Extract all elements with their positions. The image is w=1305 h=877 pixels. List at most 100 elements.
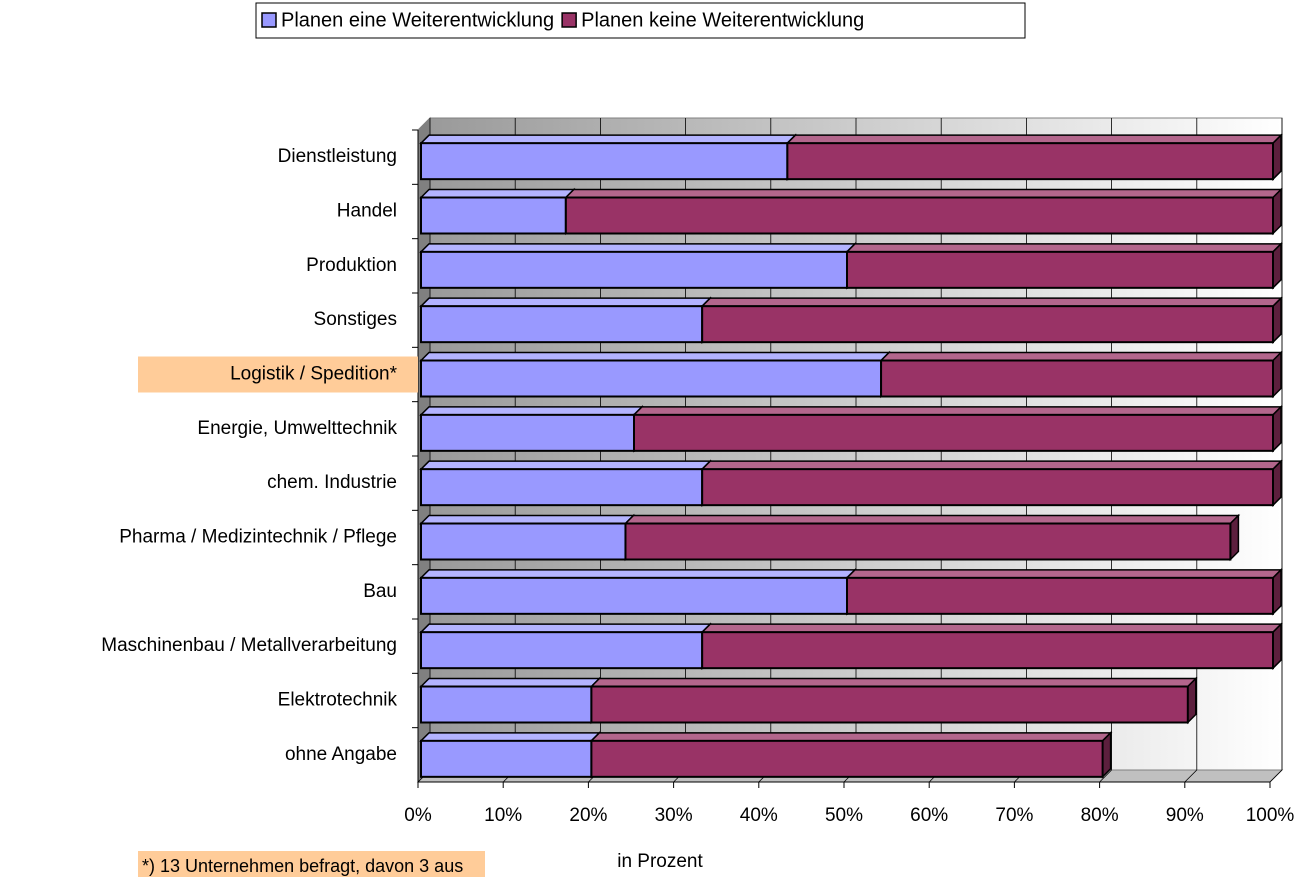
bar-front <box>701 631 1274 670</box>
bar-front <box>420 359 883 398</box>
bar-top <box>700 297 1283 307</box>
y-tick-label: chem. Industrie <box>267 472 397 493</box>
bar-front <box>420 305 704 344</box>
y-tick-label: Pharma / Medizintechnik / Pflege <box>119 527 397 548</box>
bar-top <box>700 460 1283 470</box>
x-tick-label: 0% <box>404 805 432 826</box>
bar <box>419 242 857 290</box>
bar <box>419 133 798 181</box>
bar-front <box>701 468 1274 507</box>
bar-front <box>420 413 635 452</box>
bar-front <box>420 522 627 561</box>
bar-side <box>1272 296 1282 344</box>
bar <box>700 622 1283 670</box>
bar-top <box>419 514 636 525</box>
bar-front <box>420 685 593 724</box>
grid-line <box>1184 769 1198 783</box>
bar <box>419 296 712 344</box>
bar-top <box>419 351 891 362</box>
x-tick-label: 10% <box>484 805 522 826</box>
bar-side <box>1272 405 1282 453</box>
bar-side <box>1101 731 1112 779</box>
bar-side <box>1272 133 1282 181</box>
bar-top <box>419 460 712 470</box>
bar-top <box>623 514 1241 525</box>
bar-front <box>590 739 1104 778</box>
bar <box>419 676 602 725</box>
x-tick-label: 90% <box>1166 805 1204 826</box>
y-tick-label: Elektrotechnik <box>278 690 398 711</box>
bar <box>845 568 1283 616</box>
bar <box>419 405 644 453</box>
y-tick-label: Sonstiges <box>314 309 397 330</box>
y-tick-label: ohne Angabe <box>285 744 397 765</box>
bar <box>589 676 1198 725</box>
bar-top <box>419 677 602 688</box>
bar-front <box>420 250 848 289</box>
bar-top <box>589 732 1113 742</box>
bar <box>785 133 1283 181</box>
y-tick-label: Bau <box>363 581 397 602</box>
bar-front <box>420 142 789 181</box>
x-tick-label: 50% <box>825 805 863 826</box>
y-tick-label: Maschinenbau / Metallverarbeitung <box>101 635 397 656</box>
bar-front <box>701 305 1274 344</box>
bar-top <box>845 569 1283 579</box>
bar-front <box>420 196 567 235</box>
bar-front <box>420 468 704 507</box>
x-tick-label: 60% <box>910 805 948 826</box>
legend-box <box>255 2 1026 39</box>
y-tick-label: Logistik / Spedition* <box>230 364 397 385</box>
bar <box>419 513 636 562</box>
legend-swatch <box>261 12 277 28</box>
footnote-bg <box>138 851 485 877</box>
highlight <box>138 356 418 393</box>
bar-top <box>845 243 1283 253</box>
bar-front <box>590 685 1189 724</box>
bar-top <box>879 351 1283 362</box>
bar-front <box>624 522 1232 561</box>
legend: Planen eine Weiterentwicklung Planen kein… <box>255 2 1026 39</box>
bar <box>879 350 1283 399</box>
bar-front <box>564 196 1274 235</box>
bar-front <box>633 413 1274 452</box>
bar-front <box>420 576 848 615</box>
y-tick-label: Produktion <box>306 255 397 276</box>
y-tick-label: Energie, Umwelttechnik <box>197 418 397 439</box>
bar-top <box>419 623 712 633</box>
x-tick-label: 30% <box>655 805 693 826</box>
grid-line <box>1269 769 1283 783</box>
bar-top <box>419 243 857 253</box>
bar <box>419 731 602 779</box>
bar <box>845 242 1283 290</box>
bar-front <box>420 631 704 670</box>
bar-front <box>880 359 1275 398</box>
bar-top <box>700 623 1283 633</box>
bar-top <box>785 134 1283 144</box>
bar <box>419 568 857 616</box>
bar-top <box>564 188 1283 199</box>
x-axis-title: in Prozent <box>617 851 703 872</box>
bar-top <box>419 569 857 579</box>
bar-front <box>786 142 1274 181</box>
bar-side <box>1272 187 1282 236</box>
bar-front <box>846 576 1274 615</box>
bar-front <box>846 250 1274 289</box>
y-tick-label: Dienstleistung <box>278 146 397 167</box>
grid-line <box>1099 769 1112 783</box>
bar-side <box>1229 513 1240 562</box>
bar-side <box>1272 568 1282 616</box>
legend-label: Planen keine Weiterentwicklung <box>581 9 864 31</box>
bar <box>632 405 1283 453</box>
bar <box>419 350 891 399</box>
bar-top <box>419 297 712 307</box>
x-tick-label: 70% <box>995 805 1033 826</box>
bar-top <box>419 134 798 144</box>
bar <box>623 513 1241 562</box>
x-tick-label: 20% <box>569 805 607 826</box>
bar <box>419 622 712 670</box>
bar <box>564 187 1283 236</box>
legend-swatch <box>561 12 577 28</box>
